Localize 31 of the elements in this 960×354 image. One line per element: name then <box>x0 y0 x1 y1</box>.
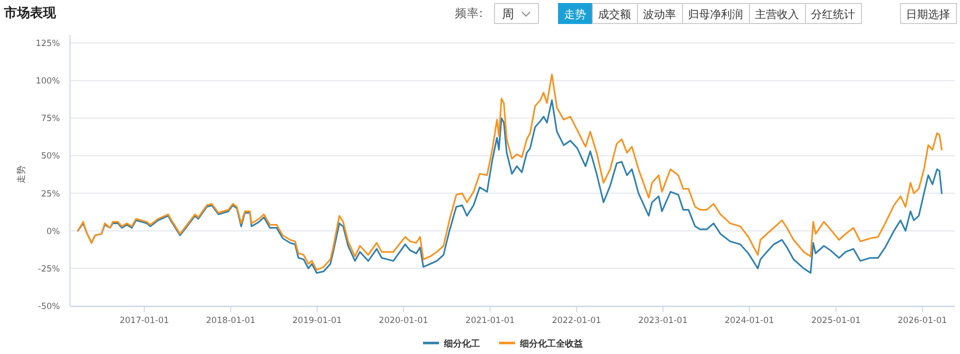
text: 归母净利润 <box>688 8 743 21</box>
x-tick-label: 2018-01-01 <box>206 316 256 326</box>
y-tick-label: -25% <box>38 264 60 274</box>
x-tick-label: 2017-01-01 <box>120 316 170 326</box>
x-tick-label: 2024-01-01 <box>724 316 774 326</box>
y-tick-label: 0% <box>46 226 60 237</box>
text: 周 <box>502 7 514 21</box>
x-tick-label: 2023-01-01 <box>638 316 688 326</box>
x-tick-label: 2020-01-01 <box>378 316 428 326</box>
y-tick-label: 75% <box>41 114 60 124</box>
y-tick-label: 50% <box>41 152 60 162</box>
text: 分红统计 <box>811 8 855 21</box>
text: 成交额 <box>598 8 631 21</box>
text: 频率: <box>455 6 483 20</box>
y-tick-label: -50% <box>38 302 60 312</box>
y-tick-label: 25% <box>41 189 60 200</box>
y-tick-label: 100% <box>36 76 60 87</box>
text: 主营收入 <box>755 8 799 21</box>
y-tick-label: 125% <box>36 39 60 49</box>
text: 日期选择 <box>906 8 950 21</box>
x-tick-label: 2019-01-01 <box>292 316 342 326</box>
text: 波动率 <box>643 8 676 21</box>
chart-title: 市场表现 <box>3 5 57 21</box>
x-tick-label: 2025-01-01 <box>811 316 861 326</box>
y-axis-title: 走势 <box>16 166 27 184</box>
x-tick-label: 2021-01-01 <box>465 316 515 326</box>
legend-label: 细分化工 <box>443 338 480 350</box>
x-tick-label: 2022-01-01 <box>552 316 602 326</box>
x-tick-label: 2026-01-01 <box>898 316 948 326</box>
text: 走势 <box>564 8 586 21</box>
legend-label: 细分化工全收益 <box>519 338 583 350</box>
